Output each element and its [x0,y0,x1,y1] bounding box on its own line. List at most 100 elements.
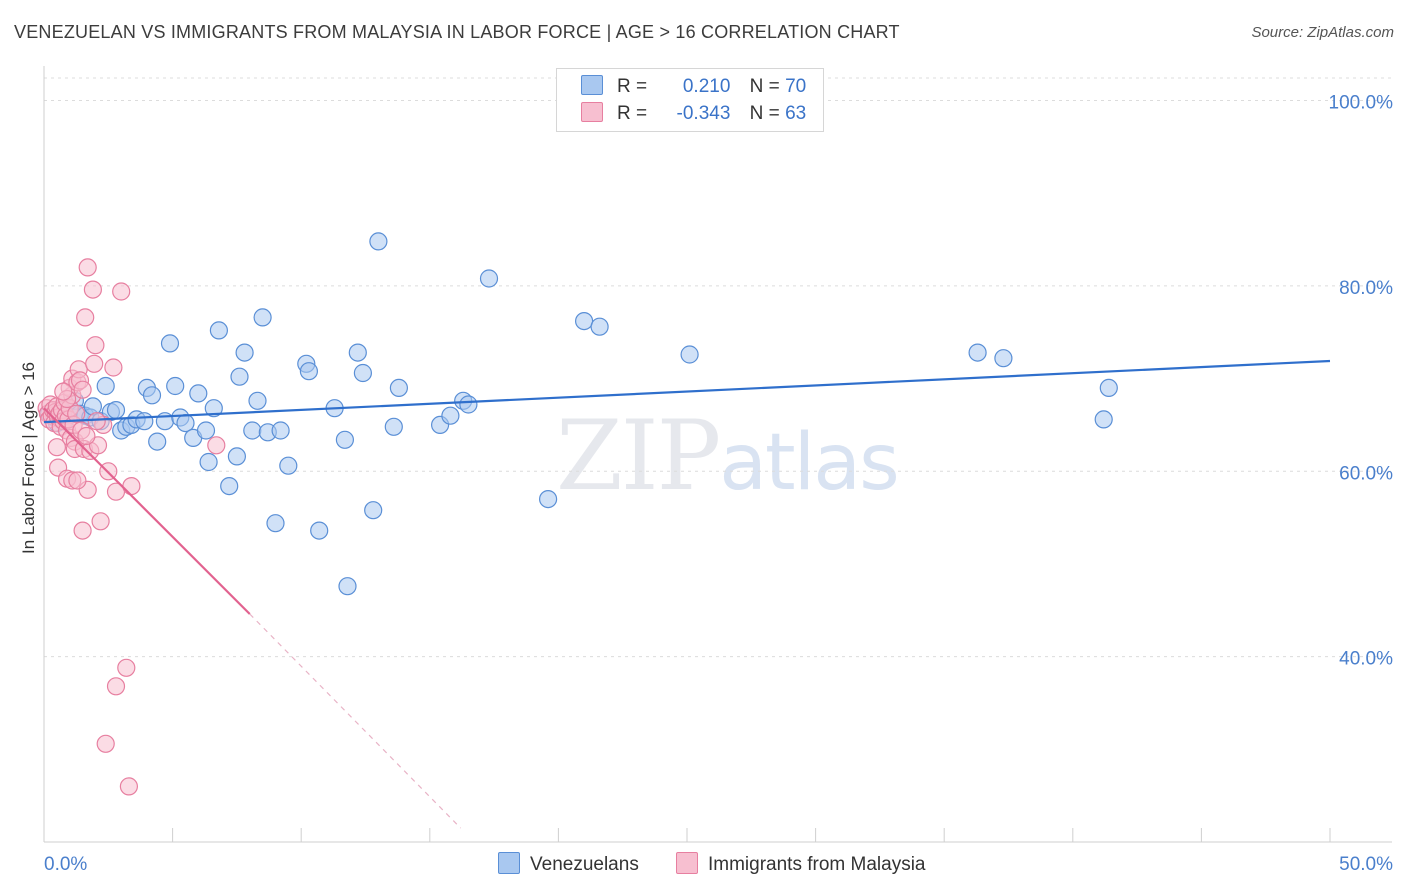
bottom-legend-venezuelans: Venezuelans [498,852,639,876]
venezuelan-point [199,452,218,472]
malaysia-point [106,677,126,696]
venezuelan-point [538,490,558,509]
venezuelan-point [479,269,499,288]
venezuelan-point [389,378,408,397]
venezuelan-point [253,308,272,327]
legend-n-value: 70 [785,76,807,97]
bottom-legend-malaysia: Immigrants from Malaysia [676,852,926,876]
malaysia-point [73,521,92,540]
venezuelan-point [1094,410,1113,429]
x-tick-label: 0.0% [44,854,87,875]
malaysia-point [96,734,115,753]
legend-swatch-venezuelans [581,75,603,95]
series-venezuelans [39,232,1118,596]
venezuelan-point [160,334,180,353]
tick-labels: 40.0% 60.0% 80.0% 100.0% 0.0% 50.0% [44,93,1393,875]
trend-line-venezuelans [43,359,1331,424]
venezuelan-point [235,343,254,362]
x-tick-label: 50.0% [1339,854,1393,875]
venezuelan-point [441,406,460,425]
malaysia-point [104,358,123,377]
correlation-legend: R = 0.210 N = 70 R = -0.343 N = 63 [556,68,824,132]
legend-n-label: N = [749,76,780,97]
venezuelan-point [227,447,246,466]
malaysia-point [83,280,103,299]
legend-swatch-malaysia [581,102,603,122]
axes [43,66,1392,843]
bottom-legend-label: Venezuelans [530,854,639,875]
venezuelan-point [196,421,216,440]
venezuelan-point [310,521,329,540]
venezuelan-point [166,376,185,396]
malaysia-point [207,436,226,455]
malaysia-point [67,404,86,423]
venezuelan-point [968,343,987,362]
venezuelan-point [459,395,478,414]
venezuelan-point [279,456,298,475]
bottom-legend-swatch [498,852,520,874]
trend-line-malaysia-extrapolated [249,613,462,829]
malaysia-point [86,336,105,355]
malaysia-point [77,426,96,446]
legend-r-label: R = [617,76,648,97]
malaysia-point [78,258,97,277]
venezuelan-point [106,401,126,420]
malaysia-point [85,354,104,373]
venezuelan-point [590,317,609,336]
venezuelan-point [348,343,367,362]
venezuelan-point [369,232,388,251]
legend-r-label: R = [617,103,648,124]
venezuelan-point [364,501,383,520]
y-tick-label: 80.0% [1339,278,1393,299]
malaysia-point [54,382,73,401]
venezuelan-point [994,349,1013,368]
malaysia-point [91,512,110,531]
watermark-zip: ZIP [556,400,721,512]
legend-r-value: -0.343 [676,103,731,124]
legend-row-venezuelans: R = 0.210 N = 70 [581,75,806,101]
malaysia-point [76,308,95,327]
venezuelan-point [271,421,290,440]
malaysia-point [87,412,106,431]
malaysia-point [47,438,67,457]
y-tick-label: 40.0% [1339,649,1393,670]
venezuelan-point [338,577,357,596]
malaysia-point [68,471,87,490]
venezuelan-point [353,363,372,383]
venezuelan-point [189,384,208,403]
bottom-legend-label: Immigrants from Malaysia [708,854,926,875]
venezuelan-point [96,376,115,396]
y-tick-label: 100.0% [1329,93,1394,114]
venezuelan-point [266,514,285,533]
venezuelan-point [335,430,354,449]
venezuelan-point [220,477,239,496]
source-label: Source: ZipAtlas.com [1251,24,1394,41]
y-tick-label: 60.0% [1339,463,1393,484]
malaysia-point [112,282,131,301]
series-malaysia [37,258,226,796]
venezuelan-point [384,417,403,436]
venezuelan-point [248,391,267,410]
data-points [37,232,1118,796]
malaysia-point [119,777,138,796]
venezuelan-point [135,412,154,431]
watermark-atlas: atlas [719,418,899,508]
venezuelan-point [574,312,594,331]
malaysia-point [117,658,136,677]
legend-row-malaysia: R = -0.343 N = 63 [581,102,806,128]
venezuelan-point [204,399,223,418]
venezuelan-point [209,321,228,340]
venezuelan-point [243,421,262,440]
legend-n-value: 63 [785,103,807,124]
legend-r-value: 0.210 [682,76,731,97]
malaysia-point [122,477,141,496]
bottom-legend-swatch [676,852,698,874]
trend-lines [43,359,1331,829]
venezuelan-point [680,345,699,364]
venezuelan-point [142,386,162,405]
malaysia-point [73,380,92,399]
venezuelan-point [230,367,249,386]
venezuelan-point [299,362,318,381]
chart-title: VENEZUELAN VS IMMIGRANTS FROM MALAYSIA I… [14,22,900,42]
